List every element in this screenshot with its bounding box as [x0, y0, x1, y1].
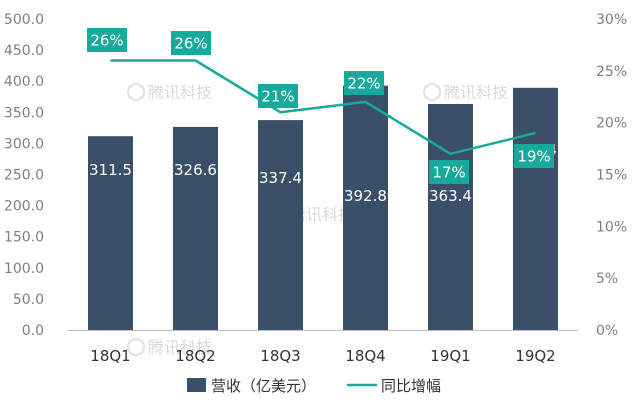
watermark-text: 腾讯科技	[148, 83, 212, 102]
watermark-text: 腾讯科技	[444, 83, 508, 102]
growth-label: 21%	[261, 88, 294, 106]
line-series	[110, 59, 536, 156]
y-right-tick-label: 20%	[596, 116, 627, 132]
watermark-text: 腾讯科技	[290, 205, 354, 224]
growth-label: 26%	[174, 35, 207, 53]
y-right-tick-label: 25%	[596, 64, 627, 80]
watermark-text: 腾讯科技	[148, 338, 212, 357]
growth-rate-line	[110, 59, 536, 156]
tencent-news-logo-icon	[127, 338, 145, 356]
legend-swatch-revenue	[187, 378, 206, 392]
tencent-news-logo-icon	[423, 83, 441, 101]
growth-label: 22%	[347, 75, 380, 93]
y-left-tick-label: 400.0	[4, 74, 44, 90]
y-left-tick-label: 300.0	[4, 136, 44, 152]
axis-layer: 0.0 50.0 100.0 150.0 200.0 250.0 300.0 350.0 400…	[4, 12, 627, 365]
bar-value-label: 392.8	[344, 187, 387, 205]
growth-label-box	[171, 31, 211, 55]
y-right-tick-label: 0%	[596, 323, 618, 339]
bar-18Q1	[88, 136, 133, 330]
y-left-tick-label: 450.0	[4, 43, 44, 59]
x-tick-label: 18Q1	[90, 347, 130, 365]
growth-label-box	[514, 144, 554, 168]
bar-18Q2	[173, 126, 218, 331]
bar-value-label: 311.5	[89, 161, 132, 179]
x-tick-label: 18Q3	[260, 347, 300, 365]
bar-18Q4	[343, 85, 388, 330]
x-tick-label: 18Q2	[175, 347, 215, 365]
y-right-tick-label: 10%	[596, 219, 627, 235]
bar-value-label: 363.4	[429, 187, 472, 205]
growth-label: 19%	[517, 148, 550, 166]
growth-label-box	[344, 71, 384, 95]
x-tick-label: 18Q4	[345, 347, 385, 365]
bar-value-label: 337.4	[259, 169, 302, 187]
bar-series	[88, 85, 558, 331]
legend: 营收（亿美元） 同比增幅	[187, 377, 441, 395]
legend-label-growth: 同比增幅	[381, 377, 441, 395]
legend-label-revenue: 营收（亿美元）	[211, 377, 316, 395]
growth-label: 17%	[432, 164, 465, 182]
bar-18Q3	[258, 120, 303, 330]
bar-value-label: 326.6	[174, 161, 217, 179]
y-right-tick-label: 30%	[596, 12, 627, 28]
tencent-news-logo-icon	[127, 83, 145, 101]
pct-label-layer: 26% 26% 21% 22% 17% 19%	[87, 28, 554, 184]
y-left-tick-label: 0.0	[22, 323, 44, 339]
x-tick-label: 19Q1	[430, 347, 470, 365]
growth-label: 26%	[90, 32, 123, 50]
growth-label-box	[258, 84, 298, 108]
bar-19Q1	[428, 104, 473, 330]
y-right-tick-label: 15%	[596, 168, 627, 184]
y-left-tick-label: 500.0	[4, 12, 44, 28]
y-left-tick-label: 200.0	[4, 199, 44, 215]
y-left-tick-label: 150.0	[4, 230, 44, 246]
growth-label-box	[429, 160, 469, 184]
bar-19Q2	[513, 87, 558, 330]
x-tick-label: 19Q2	[515, 347, 555, 365]
y-left-tick-label: 50.0	[13, 292, 44, 308]
growth-label-box	[87, 28, 127, 52]
y-left-tick-label: 250.0	[4, 168, 44, 184]
y-left-tick-label: 100.0	[4, 261, 44, 277]
y-right-tick-label: 5%	[596, 271, 618, 287]
y-left-tick-label: 350.0	[4, 105, 44, 121]
